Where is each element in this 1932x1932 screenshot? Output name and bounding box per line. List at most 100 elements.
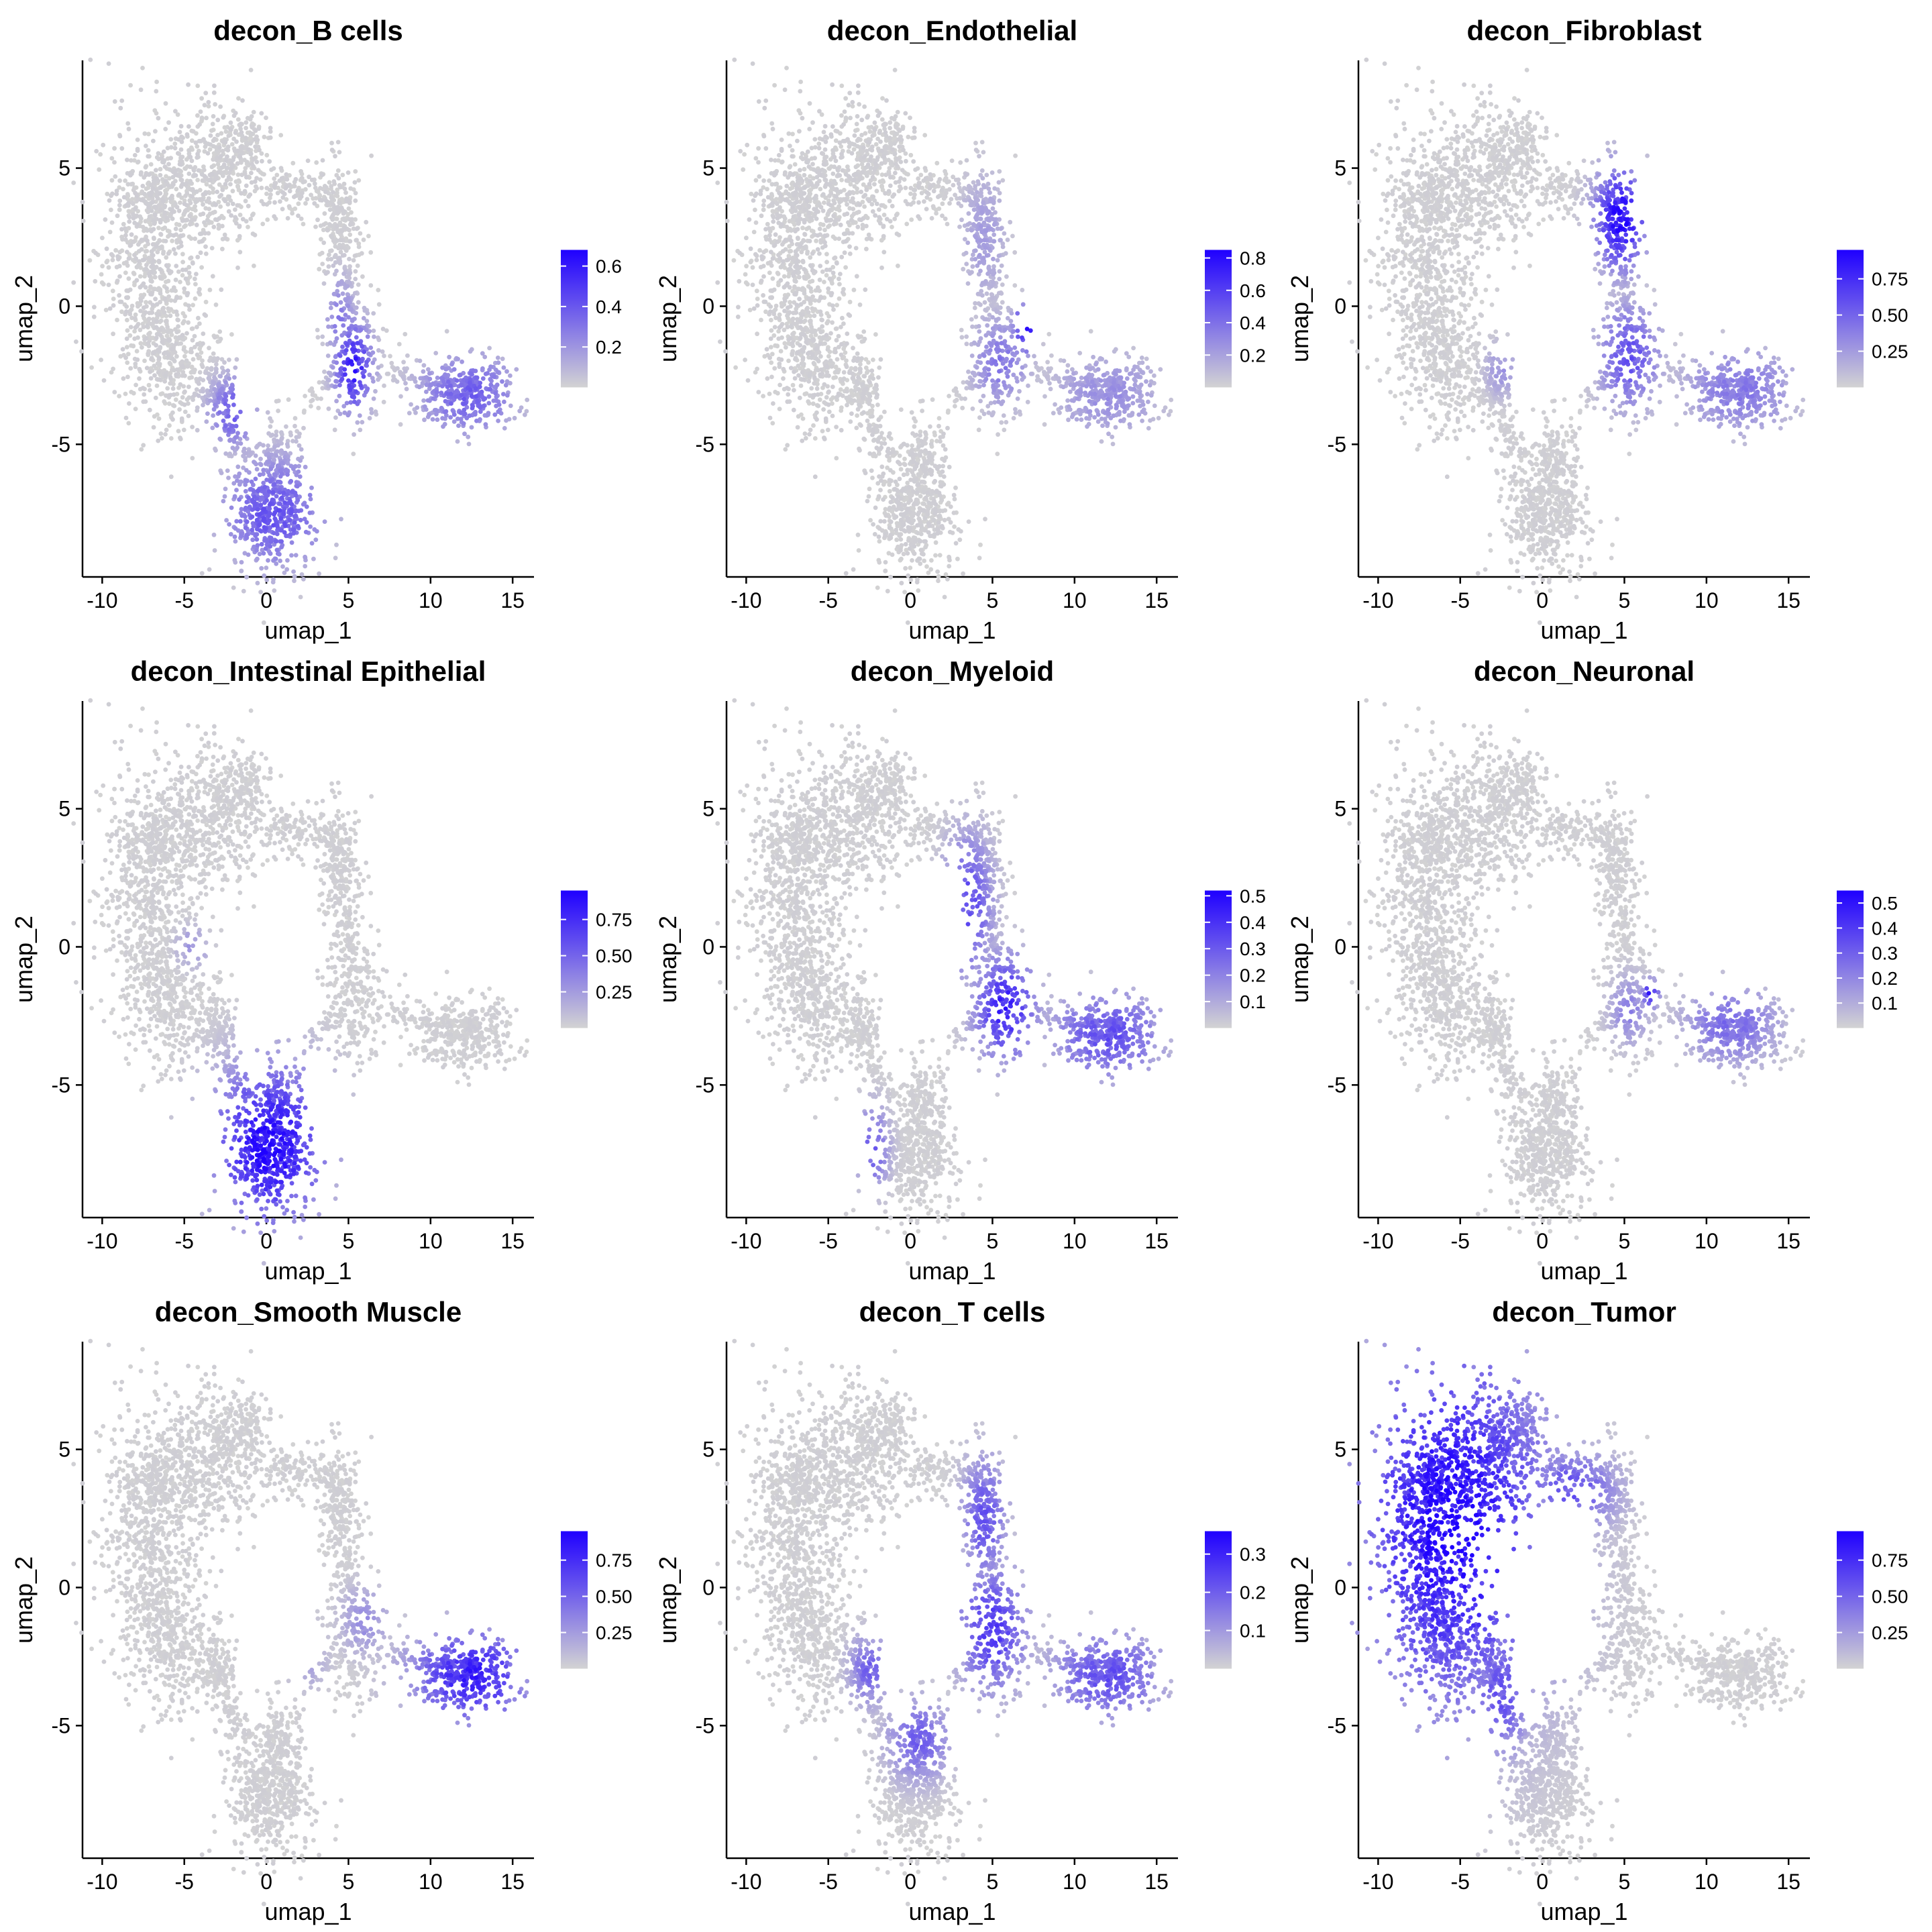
cell-point <box>481 376 486 381</box>
cell-point <box>329 373 333 378</box>
cell-point <box>180 219 185 223</box>
cell-point <box>210 246 215 251</box>
cell-point <box>252 110 256 115</box>
cell-point <box>150 209 154 213</box>
cell-point <box>131 271 136 276</box>
cell-point <box>197 122 202 127</box>
cell-point <box>162 274 167 279</box>
cell-point <box>448 384 453 388</box>
cell-point <box>209 133 213 138</box>
cell-point <box>183 410 188 415</box>
cell-point <box>154 343 158 347</box>
cell-point <box>284 185 289 190</box>
cell-point <box>977 555 982 560</box>
cell-point <box>300 191 305 195</box>
cell-point <box>382 400 386 405</box>
cell-point <box>868 129 873 134</box>
cell-point <box>170 209 175 214</box>
cell-point <box>272 214 276 219</box>
cell-point <box>329 141 334 146</box>
cell-point <box>201 137 206 142</box>
cell-point <box>151 264 156 268</box>
cell-point <box>246 553 251 557</box>
cell-point <box>513 416 517 421</box>
cell-point <box>167 401 172 406</box>
cell-point <box>292 574 297 579</box>
cell-point <box>164 101 168 106</box>
cell-point <box>234 424 239 429</box>
cell-point <box>239 560 244 565</box>
cell-point <box>154 335 159 340</box>
cell-point <box>514 367 519 372</box>
cell-point <box>367 372 372 377</box>
cell-point <box>936 184 941 189</box>
cell-point <box>321 341 325 346</box>
cell-point <box>492 413 497 417</box>
cell-point <box>313 181 317 186</box>
cell-point <box>279 545 284 549</box>
cell-point <box>162 297 167 301</box>
cell-point <box>835 327 839 331</box>
cell-point <box>280 564 285 569</box>
cell-point <box>376 335 380 340</box>
cell-point <box>193 282 198 286</box>
cell-point <box>152 414 157 419</box>
cell-point <box>186 172 191 176</box>
cell-point <box>244 533 249 537</box>
cell-point <box>217 382 221 386</box>
cell-point <box>775 271 780 276</box>
cell-point <box>946 409 951 413</box>
cell-point <box>355 420 360 425</box>
cell-point <box>274 557 278 561</box>
cell-point <box>149 376 154 381</box>
cell-point <box>826 354 831 359</box>
cell-point <box>166 183 170 188</box>
cell-point <box>119 227 124 231</box>
cell-point <box>902 457 907 462</box>
cell-point <box>352 432 356 437</box>
cell-point <box>861 329 866 334</box>
cell-point <box>298 474 303 479</box>
cell-point <box>288 189 292 193</box>
cell-point <box>225 368 230 373</box>
cell-point <box>235 357 239 362</box>
cell-point <box>107 282 111 287</box>
cell-point <box>854 164 859 169</box>
cell-point <box>308 511 313 515</box>
cell-point <box>163 432 168 437</box>
cell-point <box>368 283 373 288</box>
cell-point <box>234 179 239 184</box>
cell-point <box>294 177 299 182</box>
cell-point <box>220 224 225 229</box>
cell-point <box>142 131 147 136</box>
cell-point <box>237 497 241 502</box>
cell-point <box>233 526 238 531</box>
cell-point <box>480 390 484 394</box>
cell-point <box>435 376 440 380</box>
cell-point <box>424 390 429 394</box>
cell-point <box>866 360 871 365</box>
cell-point <box>276 508 281 513</box>
cell-point <box>258 590 263 594</box>
cell-point <box>347 326 352 331</box>
cell-point <box>398 394 403 399</box>
cell-point <box>871 358 875 362</box>
cell-point <box>906 135 911 140</box>
cell-point <box>137 249 142 254</box>
cell-point <box>445 329 449 333</box>
cell-point <box>220 188 225 193</box>
cell-point <box>243 189 248 194</box>
cell-point <box>487 394 492 399</box>
cell-point <box>271 490 276 494</box>
cell-point <box>329 248 334 253</box>
cell-point <box>226 133 231 138</box>
cell-point <box>234 488 239 492</box>
cell-point <box>213 210 217 215</box>
cell-point <box>184 218 189 223</box>
cell-point <box>203 91 208 95</box>
cell-point <box>902 551 906 556</box>
cell-point <box>352 258 356 263</box>
cell-point <box>135 349 140 354</box>
cell-point <box>229 213 233 218</box>
cell-point <box>460 360 464 364</box>
